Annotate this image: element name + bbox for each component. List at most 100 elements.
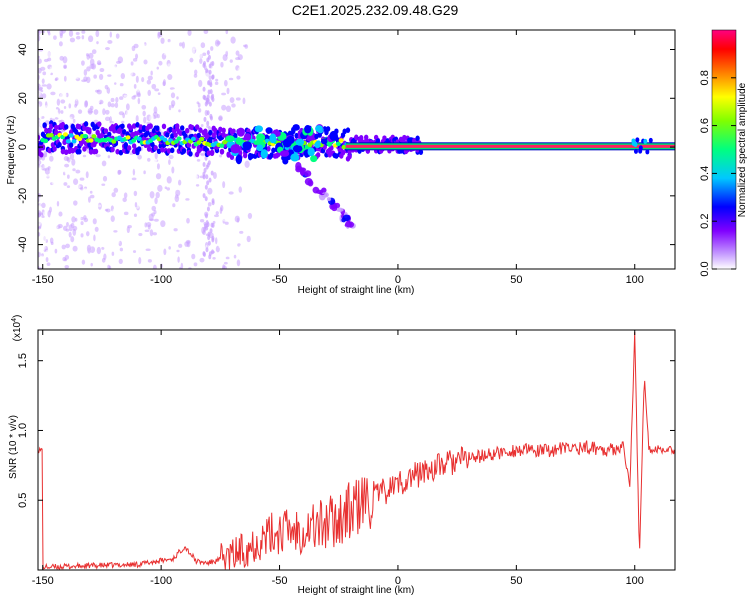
spectrogram-blob [342,214,351,222]
spectrogram-noise-cell [87,107,93,115]
spectrogram-noise-cell [89,239,96,247]
spectrogram-noise-cell [129,30,134,33]
spectrogram-noise-cell [210,46,214,51]
spectrogram-noise-cell [68,30,74,37]
snr-y-ticks: 0.5 1.0 1.5 [17,353,675,508]
spectrogram-cell [91,134,97,139]
spectrogram-cell [221,127,226,134]
spectrogram-noise-cell [220,82,224,88]
spectrogram-noise-cell [111,168,117,176]
spectrogram-noise-cell [249,30,253,35]
spectrogram-noise-cell [193,73,198,78]
spectrogram-noise-cell [115,33,120,39]
spectrogram-x-tick-label: -150 [32,274,54,286]
spectrogram-noise-cell [172,193,176,197]
spectrogram-noise-cell [233,254,237,259]
spectrogram-noise-cell [206,57,210,63]
spectrogram-cell [325,126,331,132]
spectrogram-noise-cell [83,76,88,82]
spectrogram-noise-cell [103,253,107,260]
spectrogram-noise-cell [92,218,97,225]
spectrogram-noise-cell [178,109,181,113]
spectrogram-noise-cell [38,119,42,127]
spectrogram-noise-cell [49,213,54,220]
spectrogram-blob [290,153,300,162]
spectrogram-noise-cell [225,50,229,57]
spectrogram-cell [341,144,347,150]
spectrogram-noise-cell [66,222,69,227]
spectrogram-cell [219,143,225,148]
spectrogram-y-ticks: -40 -20 0 20 40 [17,43,675,253]
snr-y-scale-label: (x10 [12,321,23,341]
spectrogram-noise-cell [96,246,102,255]
spectrogram-noise-cell [116,109,120,117]
spectrogram-blob [265,127,273,134]
spectrogram-noise-cell [247,103,253,108]
colorbar-tick-label: 0.2 [699,214,711,229]
spectrogram-cell [43,138,49,144]
spectrogram-noise-cell [138,232,143,237]
spectrogram-noise-cell [172,203,176,208]
spectrogram-cell [82,146,87,152]
spectrogram-cell [88,149,94,155]
spectrogram-noise-cell [149,191,155,199]
spectrogram-noise-cell [42,71,47,76]
spectrogram-noise-cell [188,163,194,170]
spectrogram-blob [269,133,277,144]
spectrogram-cell [118,149,124,156]
spectrogram-noise-cell [49,66,55,72]
spectrogram-noise-cell [202,251,206,257]
spectrogram-noise-cell [208,101,212,107]
spectrogram-noise-cell [141,76,145,83]
spectrogram-noise-cell [215,200,220,208]
spectrogram-noise-cell [121,160,125,167]
spectrogram-noise-cell [58,211,63,217]
spectrogram-noise-cell [119,247,124,252]
spectrogram-cell [105,146,110,152]
spectrogram-noise-cell [46,51,51,59]
spectrogram-noise-cell [156,163,160,170]
spectrogram-cell [170,133,175,139]
spectrogram-cell [415,135,420,142]
spectrogram-noise-cell [42,236,47,243]
spectrogram-noise-cell [209,113,213,119]
spectrogram-y-tick-label: 40 [17,43,29,55]
spectrogram-noise-cell [147,75,153,81]
spectrogram-noise-cell [202,86,206,92]
spectrogram-noise-cell [123,211,129,216]
spectrogram-noise-cell [178,179,182,186]
spectrogram-noise-cell [102,175,108,182]
spectrogram-noise-cell [94,189,98,196]
spectrogram-cell [54,124,59,131]
spectrogram-noise-cell [38,249,44,253]
spectrogram-noise-cell [126,38,129,45]
spectrogram-noise-cell [222,181,226,189]
spectrogram-blob [335,207,344,212]
spectrogram-cell [136,146,142,152]
spectrogram-noise-cell [108,265,112,269]
spectrogram-noise-cell [157,184,163,192]
spectrogram-noise-cell [76,247,82,254]
spectrogram-noise-cell [81,60,85,66]
spectrogram-noise-cell [93,234,96,242]
spectrogram-noise-cell [168,154,174,160]
spectrogram-noise-cell [176,39,180,43]
spectrogram-cell [65,139,71,144]
spectrogram-noise-cell [93,109,99,115]
spectrogram-blob [633,148,638,154]
spectrogram-blob [256,144,264,152]
spectrogram-noise-cell [101,160,107,167]
spectrogram-noise-cell [164,186,168,190]
spectrogram-noise-cell [82,154,87,158]
spectrogram-noise-cell [61,244,66,250]
spectrogram-noise-cell [66,185,71,189]
spectrogram-noise-cell [117,237,120,245]
spectrogram-noise-cell [215,237,218,245]
spectrogram-noise-cell [236,259,241,267]
spectrogram-noise-cell [228,207,231,215]
spectrogram-noise-cell [211,61,215,67]
spectrogram-noise-cell [155,173,162,180]
snr-x-tick-label: 0 [395,575,401,587]
spectrogram-noise-cell [114,157,119,162]
spectrogram-blob [295,138,305,146]
